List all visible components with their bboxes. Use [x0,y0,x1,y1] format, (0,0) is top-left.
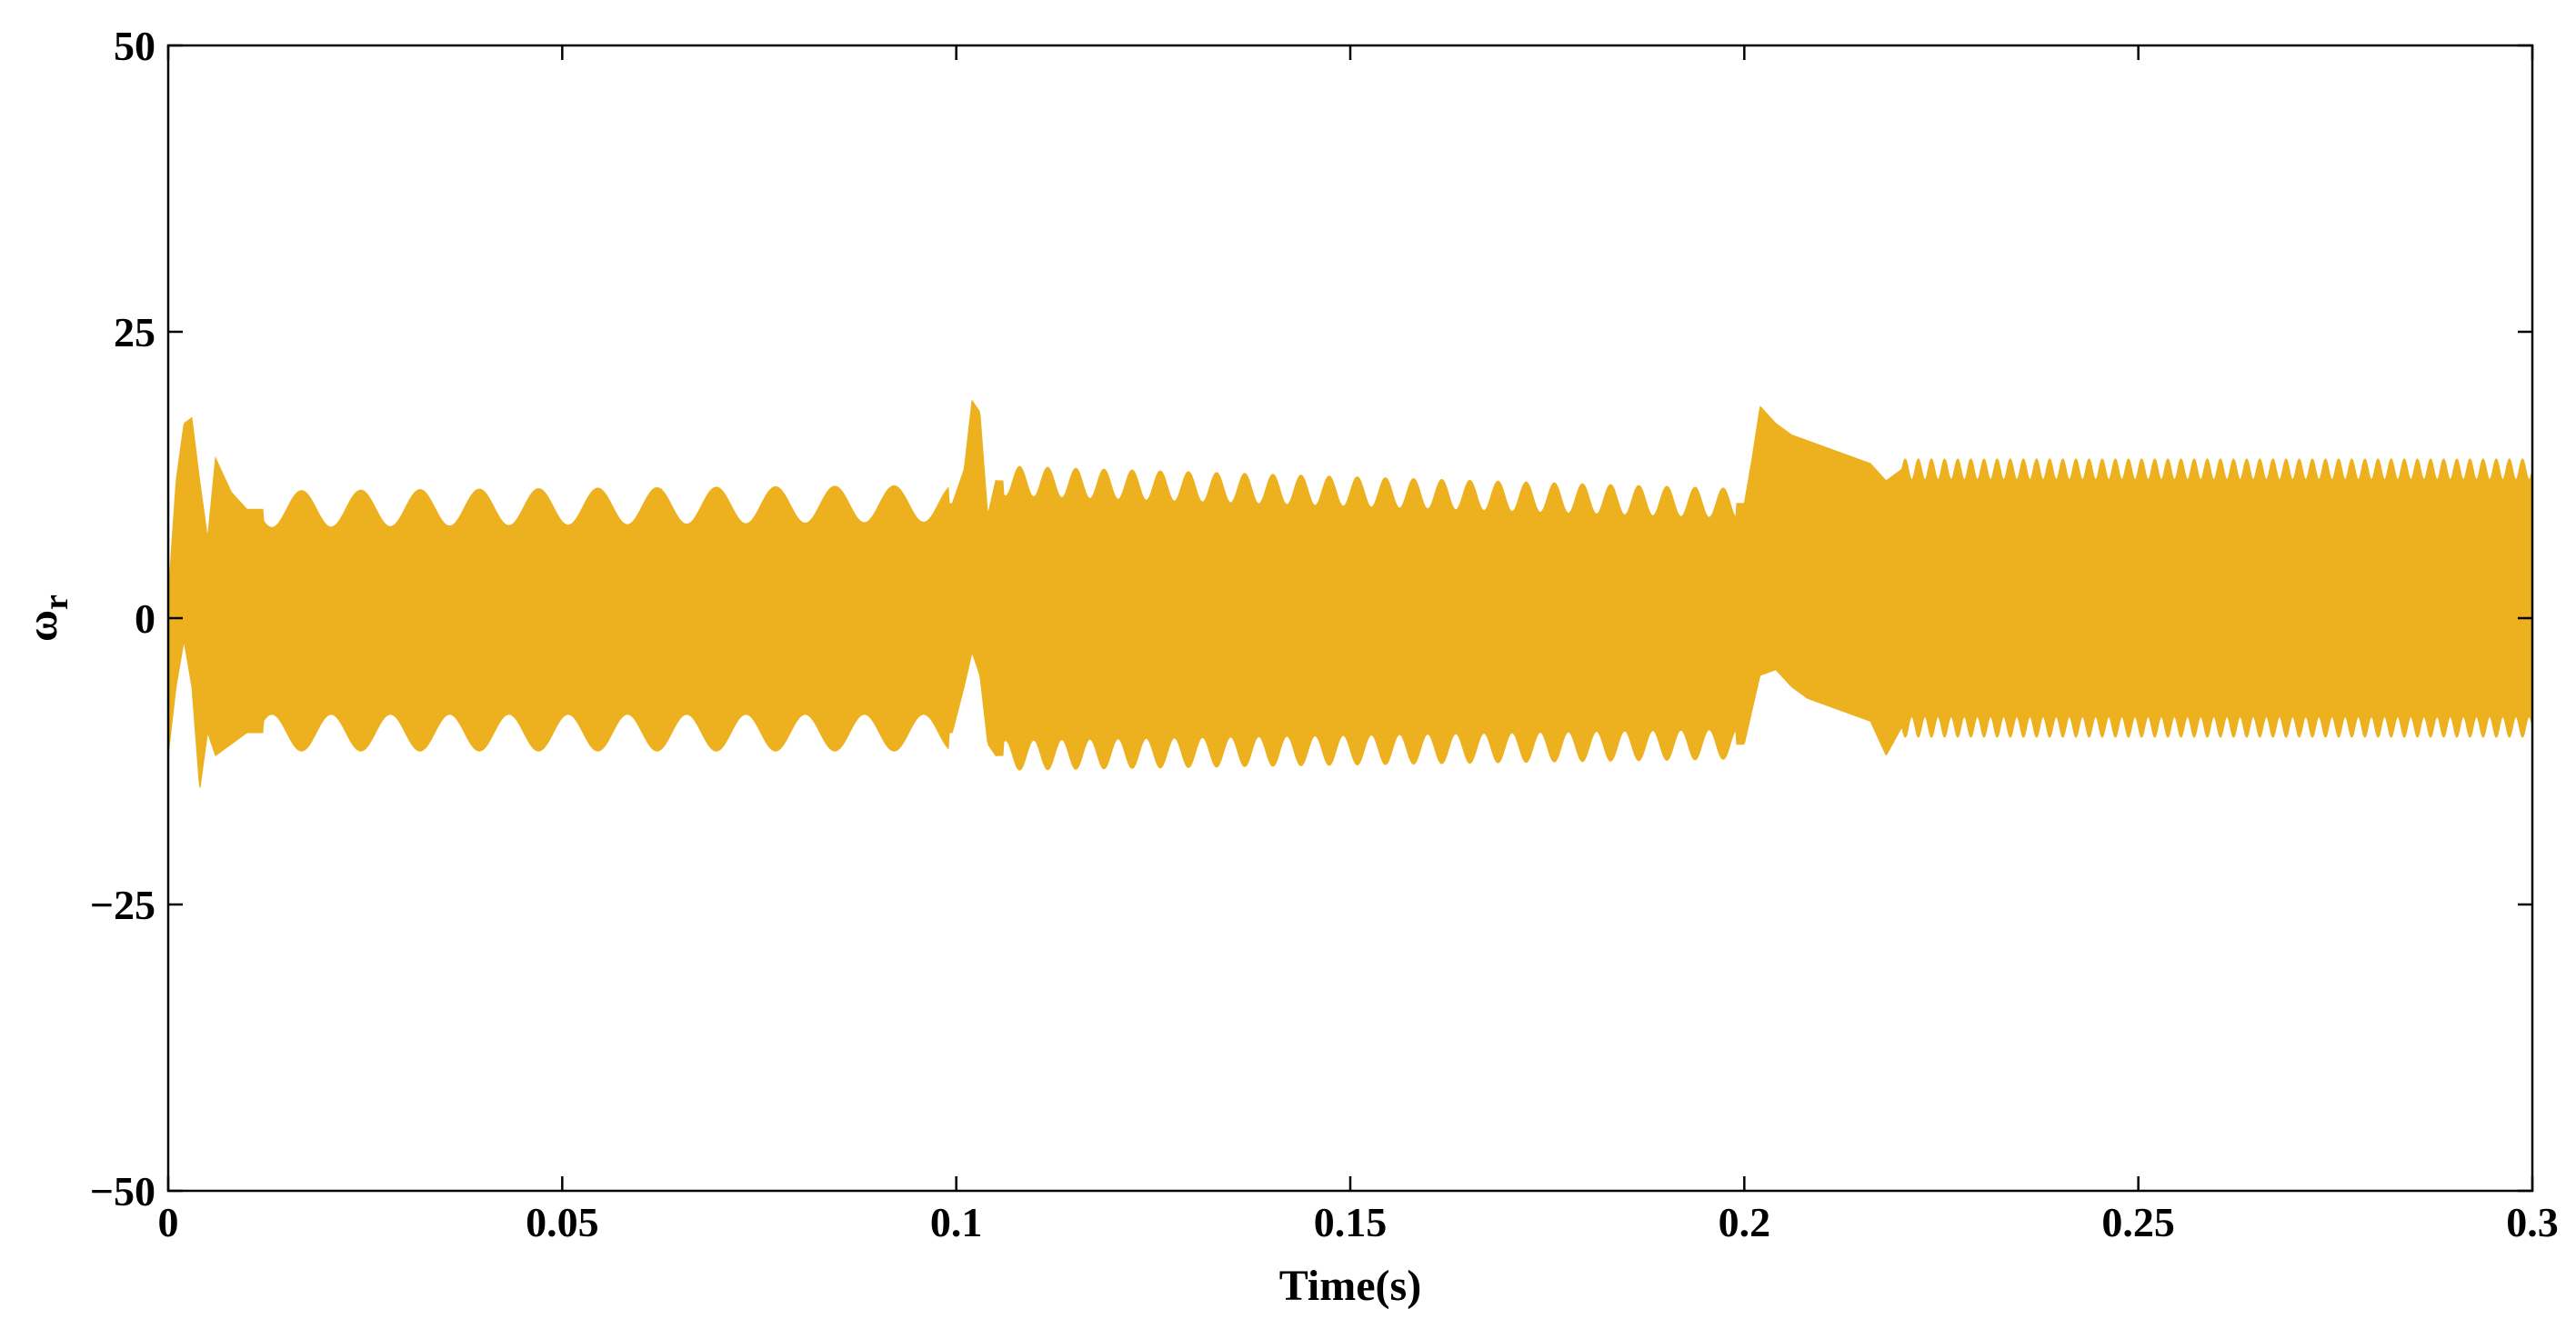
y-axis-label-subscript: r [37,595,75,610]
y-tick-label: 25 [114,309,155,355]
signal-series [167,399,2533,788]
y-axis-label: ωr [18,595,75,642]
plot-area [167,399,2533,788]
y-tick-label: −25 [90,882,155,928]
y-tick-label: −50 [90,1168,155,1214]
x-tick-label: 0 [158,1199,179,1245]
y-axis-label-main: ω [18,610,66,642]
axis-ticks: 0 0.05 0.1 0.15 0.2 0.25 0.3 −50 −25 0 25 50 [90,23,2559,1245]
x-tick-label: 0.25 [2101,1199,2175,1245]
x-tick-label: 0.3 [2506,1199,2559,1245]
y-tick-label: 0 [135,595,155,642]
y-tick-label: 50 [114,23,155,69]
x-tick-label: 0.1 [930,1199,983,1245]
x-tick-label: 0.05 [526,1199,599,1245]
x-tick-label: 0.15 [1314,1199,1388,1245]
x-axis-label: Time(s) [1279,1262,1421,1310]
x-tick-label: 0.2 [1719,1199,1771,1245]
